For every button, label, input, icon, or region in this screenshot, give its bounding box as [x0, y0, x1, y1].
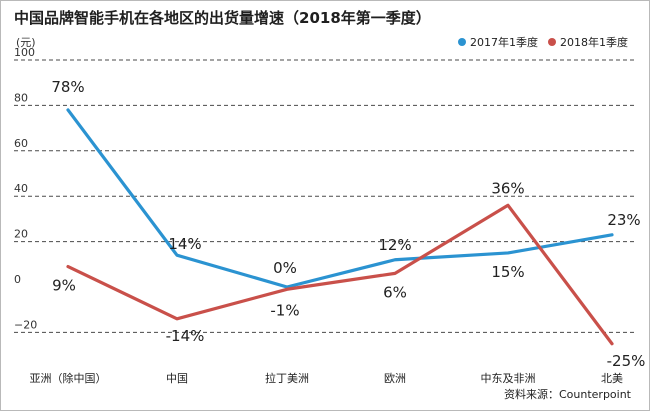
x-category-label: 中东及非洲	[481, 372, 536, 385]
data-label-2017: 15%	[491, 263, 524, 281]
y-unit-label: (元)	[16, 36, 36, 49]
gridlines	[14, 59, 636, 333]
data-label-2018: -1%	[270, 301, 299, 319]
series-line-2017	[66, 108, 614, 289]
legend-label-2018: 2018年1季度	[560, 35, 628, 49]
y-tick-label: −20	[14, 318, 37, 331]
x-category-label: 北美	[601, 372, 623, 385]
data-label-2018: 6%	[383, 283, 407, 301]
legend-marker-2017	[458, 38, 466, 46]
x-category-label: 中国	[166, 372, 188, 385]
data-label-2017: 23%	[607, 211, 640, 229]
data-label-2017: 12%	[378, 236, 411, 254]
data-label-2018: -25%	[607, 352, 646, 370]
x-axis-categories: 亚洲（除中国） 中国 拉丁美洲 欧洲 中东及非洲 北美	[30, 371, 624, 385]
data-labels: 78% 14% 0% 12% 15% 23% 9% -14% -1% 6% 36% -25%	[51, 78, 645, 370]
x-category-label: 欧洲	[384, 372, 406, 385]
x-category-label: 亚洲（除中国）	[30, 371, 107, 385]
data-label-2017: 0%	[273, 259, 297, 277]
data-label-2018: 9%	[52, 277, 76, 295]
chart-title: 中国品牌智能手机在各地区的出货量增速（2018年第一季度）	[14, 9, 431, 27]
x-category-label: 拉丁美洲	[265, 371, 309, 385]
data-label-2018: 36%	[491, 179, 524, 197]
y-tick-label: 80	[14, 91, 28, 104]
data-label-2018: -14%	[166, 327, 205, 345]
series-line-2018	[66, 203, 614, 346]
y-tick-label: 60	[14, 137, 28, 150]
series-lines	[66, 108, 614, 346]
data-label-2017: 14%	[168, 235, 201, 253]
y-tick-label: 40	[14, 182, 28, 195]
y-axis-ticks: 100 80 60 40 20 0 −20	[14, 46, 37, 331]
source-note: 资料来源：Counterpoint	[504, 387, 632, 401]
y-tick-label: 0	[14, 273, 21, 286]
y-tick-label: 100	[14, 46, 35, 59]
legend-marker-2018	[548, 38, 556, 46]
y-tick-label: 20	[14, 228, 28, 241]
data-label-2017: 78%	[51, 78, 84, 96]
legend: 2017年1季度 2018年1季度	[458, 35, 628, 49]
legend-label-2017: 2017年1季度	[470, 35, 538, 49]
